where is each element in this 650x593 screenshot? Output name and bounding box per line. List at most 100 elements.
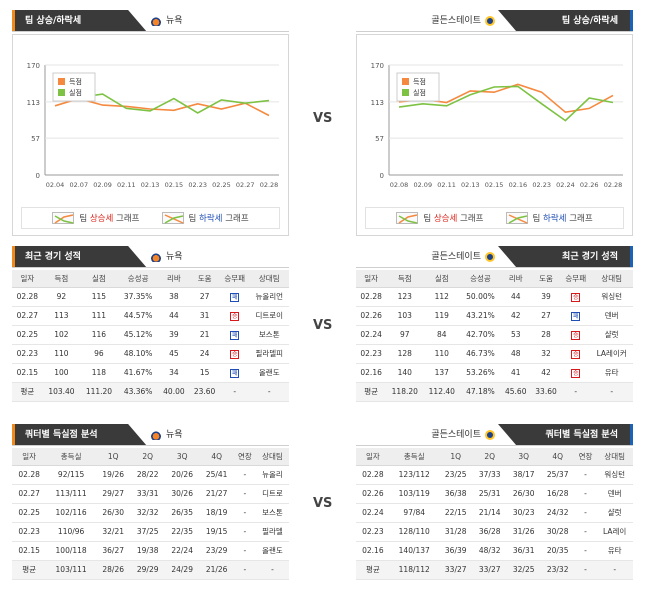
table-cell: 112 [423,287,461,307]
table-cell: 29/27 [95,484,131,504]
table-cell: 36/39 [438,541,473,561]
column-header: 일자 [12,448,47,466]
column-header: 2Q [472,448,507,466]
table-cell: 118/112 [389,560,439,580]
table-cell: 유타 [590,363,633,383]
x-tick-label: 02.13 [461,181,480,189]
section-title: 최근 경기 성적 [12,246,147,268]
table-cell: 21/14 [472,503,507,523]
table-row: 02.23 110 96 48.10% 45 24 승 필라델피 [12,344,289,364]
table-row: 02.23 128 110 46.73% 48 32 승 LA레이커 [356,344,633,364]
legend-down: 팀 하락세 그래프 [161,212,249,224]
table-row: 02.16 140 137 53.26% 41 42 승 유타 [356,363,633,383]
table-cell: 02.15 [12,363,43,383]
table-cell: 37.35% [117,287,159,307]
table-cell: 48/32 [472,541,507,561]
result-badge: 패 [571,311,581,321]
column-header: 총득실 [389,448,439,466]
table-cell: 19/38 [130,541,165,561]
legend-up: 팀 상승세 그래프 [52,212,140,224]
recent-games-table: 일자 득점 실점 승성공 리바 도움 승무패 상대팀 02.28 123 112 50.00% 44 39… [356,270,633,402]
average-row: 평균 103/111 28/26 29/29 24/29 21/26- - [12,560,289,580]
vs-label: VS [313,111,333,126]
team-name: 뉴욕 [166,252,183,262]
column-header: 득점 [42,270,81,288]
table-cell: 48 [500,344,531,364]
result-badge: 승 [230,311,240,321]
table-row: 02.15 100/118 36/27 19/38 22/24 23/29- 올랜도 [12,541,289,561]
table-cell: 31/26 [506,522,541,542]
table-cell: 26/30 [95,503,131,523]
table-cell: 27 [530,306,562,326]
table-cell: - [574,522,597,542]
table-cell: 02.28 [12,465,47,485]
table-cell: 패 [219,363,250,383]
legend-swatch [402,89,409,96]
table-cell: 필라델피 [249,344,289,364]
x-tick-label: 02.04 [46,181,65,189]
table-cell: 보스톤 [249,325,289,345]
table-row: 02.23 110/96 32/21 37/25 22/35 19/15- 필라델 [12,522,289,542]
table-cell: 36/27 [95,541,131,561]
y-tick-label: 57 [31,135,40,143]
table-cell: 45.60 [500,382,531,402]
table-cell: - [255,560,289,580]
table-cell: - [596,560,633,580]
column-header: 4Q [199,448,234,466]
table-cell: 덴버 [590,306,633,326]
right-trend-chart: 0 57 113 170 02.08 02.09 02.11 02.13 02.15 02.16 0… [356,34,633,236]
table-cell: 18/19 [199,503,234,523]
table-cell: 샬럿 [590,325,633,345]
section-title: 팀 상승/하락세 [12,10,147,32]
table-cell: 111.20 [80,382,118,402]
table-cell: 유타 [596,541,633,561]
x-tick-label: 02.26 [580,181,599,189]
quarter-table: 일자 총득실 1Q 2Q 3Q 4Q 연장 상대팀 02.28 123/112 23/25 37/33… [356,448,633,580]
table-cell: 20/35 [540,541,575,561]
trend-legend: 팀 상승세 그래프 팀 하락세 그래프 [365,207,624,229]
table-cell: 22/15 [438,503,473,523]
table-cell: 02.27 [12,484,47,504]
table-row: 02.25 102 116 45.12% 39 21 패 보스톤 [12,325,289,345]
table-cell: 02.23 [12,344,43,364]
table-cell: 97/84 [389,503,439,523]
column-header: 1Q [95,448,131,466]
table-cell: 24 [189,344,220,364]
table-cell: 워싱턴 [590,287,633,307]
warriors-logo-icon [485,430,495,440]
y-tick-label: 57 [375,135,384,143]
table-cell: 28/22 [130,465,165,485]
table-cell: 36/28 [472,522,507,542]
table-cell: 37/33 [472,465,507,485]
table-cell: 45.12% [117,325,159,345]
column-header: 연장 [574,448,597,466]
team-name: 뉴욕 [166,430,183,440]
x-tick-label: 02.28 [604,181,623,189]
table-cell: - [219,382,250,402]
warriors-logo-icon [485,252,495,262]
table-cell: 137 [423,363,461,383]
legend-label: 실점 [69,88,82,97]
trend-legend: 팀 상승세 그래프 팀 하락세 그래프 [21,207,280,229]
table-cell: 36/38 [438,484,473,504]
table-cell: 19/26 [95,465,131,485]
x-tick-label: 02.25 [212,181,231,189]
table-cell: 승 [219,344,250,364]
column-header: 리바 [500,270,531,288]
column-header: 일자 [12,270,43,288]
right-trend-header: 골든스테이트 팀 상승/하락세 [356,10,633,32]
table-cell: 47.18% [460,382,501,402]
table-cell: 110/96 [46,522,96,542]
table-cell: 21/27 [199,484,234,504]
table-cell: 올랜도 [249,363,289,383]
table-cell: 123/112 [389,465,439,485]
table-cell: 02.24 [356,503,390,523]
table-cell: 25/37 [540,465,575,485]
table-cell: 패 [561,306,591,326]
table-cell: 44 [158,306,190,326]
column-header: 실점 [423,270,461,288]
y-tick-label: 0 [36,172,40,180]
x-tick-label: 02.11 [437,181,456,189]
x-tick-label: 02.11 [117,181,136,189]
